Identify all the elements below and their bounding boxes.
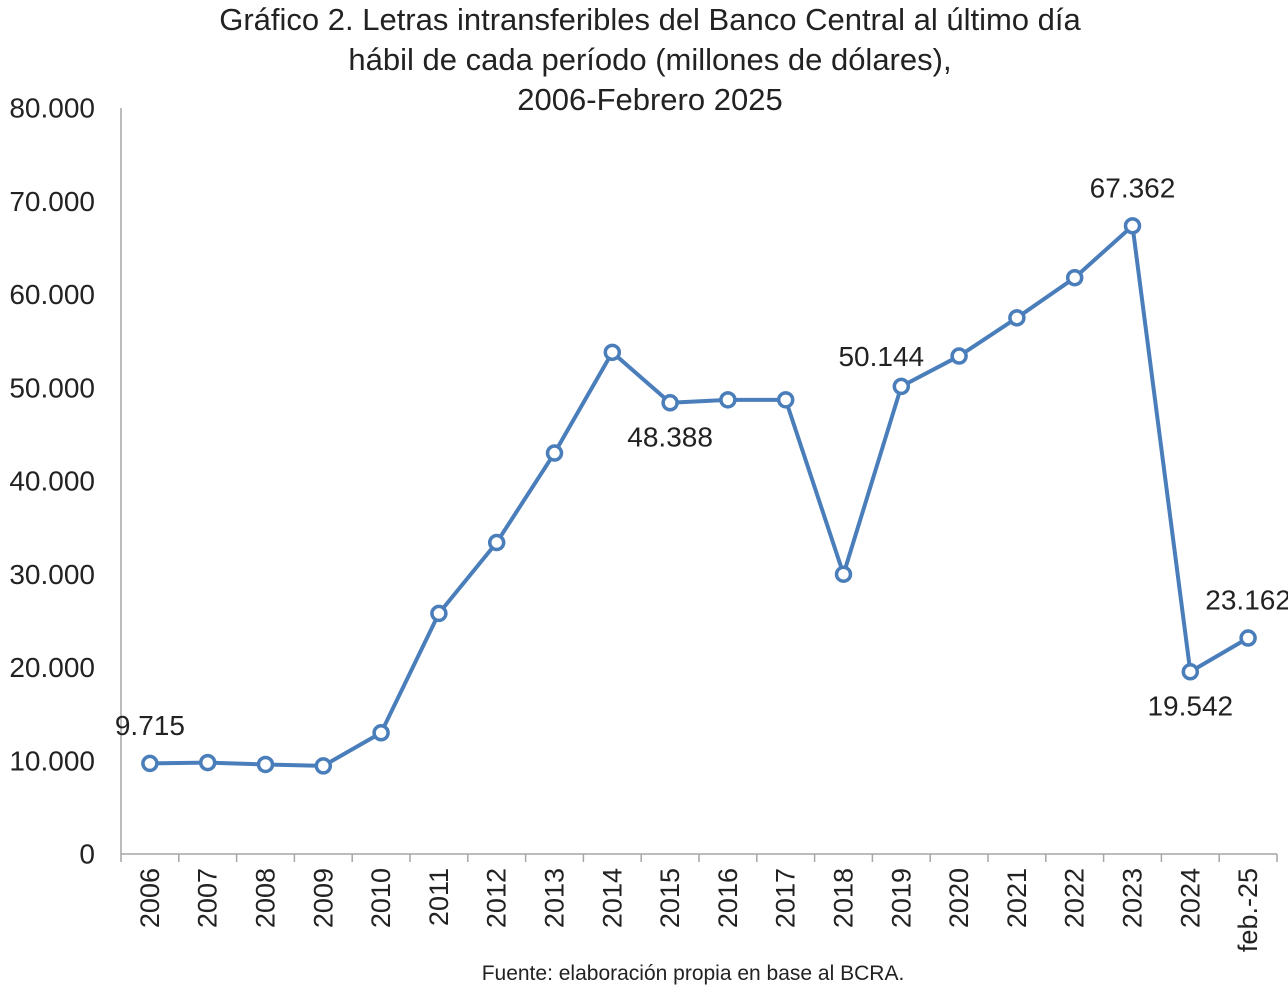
data-point bbox=[834, 565, 853, 583]
chart-title-line-2: hábil de cada período (millones de dólar… bbox=[348, 42, 952, 77]
data-point bbox=[603, 343, 622, 362]
data-point bbox=[776, 391, 795, 409]
data-label: 48.388 bbox=[627, 421, 713, 452]
data-point bbox=[545, 444, 564, 462]
data-point bbox=[141, 754, 159, 773]
data-point bbox=[198, 753, 217, 772]
data-label: 50.144 bbox=[838, 341, 924, 372]
x-tick-label: 2015 bbox=[655, 868, 685, 928]
data-point bbox=[719, 391, 737, 409]
x-tick-label: 2006 bbox=[135, 868, 165, 928]
data-label: 19.542 bbox=[1147, 690, 1233, 721]
data-point bbox=[430, 604, 448, 623]
data-point bbox=[1181, 663, 1200, 681]
x-tick-label: 2020 bbox=[944, 868, 974, 928]
data-label: 67.362 bbox=[1090, 172, 1176, 203]
chart-title-line-3: 2006-Febrero 2025 bbox=[517, 82, 783, 117]
x-tick-label: 2010 bbox=[366, 868, 396, 928]
y-tick-label: 10.000 bbox=[9, 745, 95, 776]
data-label: 23.162 bbox=[1205, 585, 1288, 616]
data-point bbox=[950, 347, 968, 365]
data-point bbox=[372, 724, 390, 742]
data-point bbox=[892, 377, 911, 396]
x-tick-label: feb.-25 bbox=[1233, 868, 1263, 952]
y-tick-label: 30.000 bbox=[9, 559, 95, 590]
y-tick-label: 20.000 bbox=[9, 652, 95, 683]
x-tick-label: 2016 bbox=[713, 868, 743, 928]
y-tick-label: 50.000 bbox=[9, 372, 95, 403]
x-tick-label: 2021 bbox=[1002, 868, 1032, 928]
y-tick-label: 0 bbox=[79, 839, 95, 870]
y-tick-label: 40.000 bbox=[9, 466, 95, 497]
data-points bbox=[141, 217, 1257, 775]
x-tick-label: 2008 bbox=[251, 868, 281, 928]
y-tick-label: 60.000 bbox=[9, 279, 95, 310]
source-note: Fuente: elaboración propia en base al BC… bbox=[481, 962, 905, 985]
x-tick-label: 2022 bbox=[1060, 868, 1090, 928]
data-point bbox=[1008, 309, 1026, 327]
data-point bbox=[314, 757, 333, 775]
data-point bbox=[1239, 629, 1257, 647]
x-tick-label: 2014 bbox=[597, 868, 627, 928]
x-tick-label: 2019 bbox=[886, 868, 916, 928]
data-point bbox=[487, 533, 506, 552]
x-tick-label: 2009 bbox=[308, 868, 338, 928]
y-tick-label: 70.000 bbox=[9, 186, 95, 217]
data-point bbox=[661, 394, 679, 412]
x-tick-label: 2018 bbox=[829, 868, 859, 928]
x-tick-label: 2024 bbox=[1175, 868, 1205, 928]
x-tick-label: 2012 bbox=[482, 868, 512, 928]
x-axis-ticks: 2006 2007 2008 2009 2010 2011 2012 2013 2014 2015… bbox=[120, 854, 1278, 952]
data-point bbox=[1123, 217, 1142, 235]
y-axis-ticks: 0 10.000 20.000 30.000 40.000 50.000 60.000 70.… bbox=[9, 93, 95, 870]
x-tick-label: 2011 bbox=[424, 868, 454, 926]
x-tick-label: 2013 bbox=[540, 868, 570, 928]
y-tick-label: 80.000 bbox=[9, 93, 95, 124]
line-chart: 0 10.000 20.000 30.000 40.000 50.000 60.000 70.… bbox=[9, 93, 1288, 953]
series-line-group bbox=[149, 223, 1250, 768]
x-tick-label: 2017 bbox=[771, 868, 801, 928]
x-tick-label: 2023 bbox=[1118, 868, 1148, 928]
x-tick-label: 2007 bbox=[193, 868, 223, 928]
data-point bbox=[1065, 268, 1084, 287]
data-point bbox=[256, 755, 275, 774]
series-line bbox=[149, 223, 1250, 768]
chart-title-line-1: Gráfico 2. Letras intransferibles del Ba… bbox=[219, 2, 1081, 37]
chart-title: Gráfico 2. Letras intransferibles del Ba… bbox=[0, 0, 1288, 120]
data-labels: 9.715 48.388 50.144 67.362 19.542 23.162 bbox=[115, 172, 1288, 741]
data-label: 9.715 bbox=[115, 710, 185, 741]
